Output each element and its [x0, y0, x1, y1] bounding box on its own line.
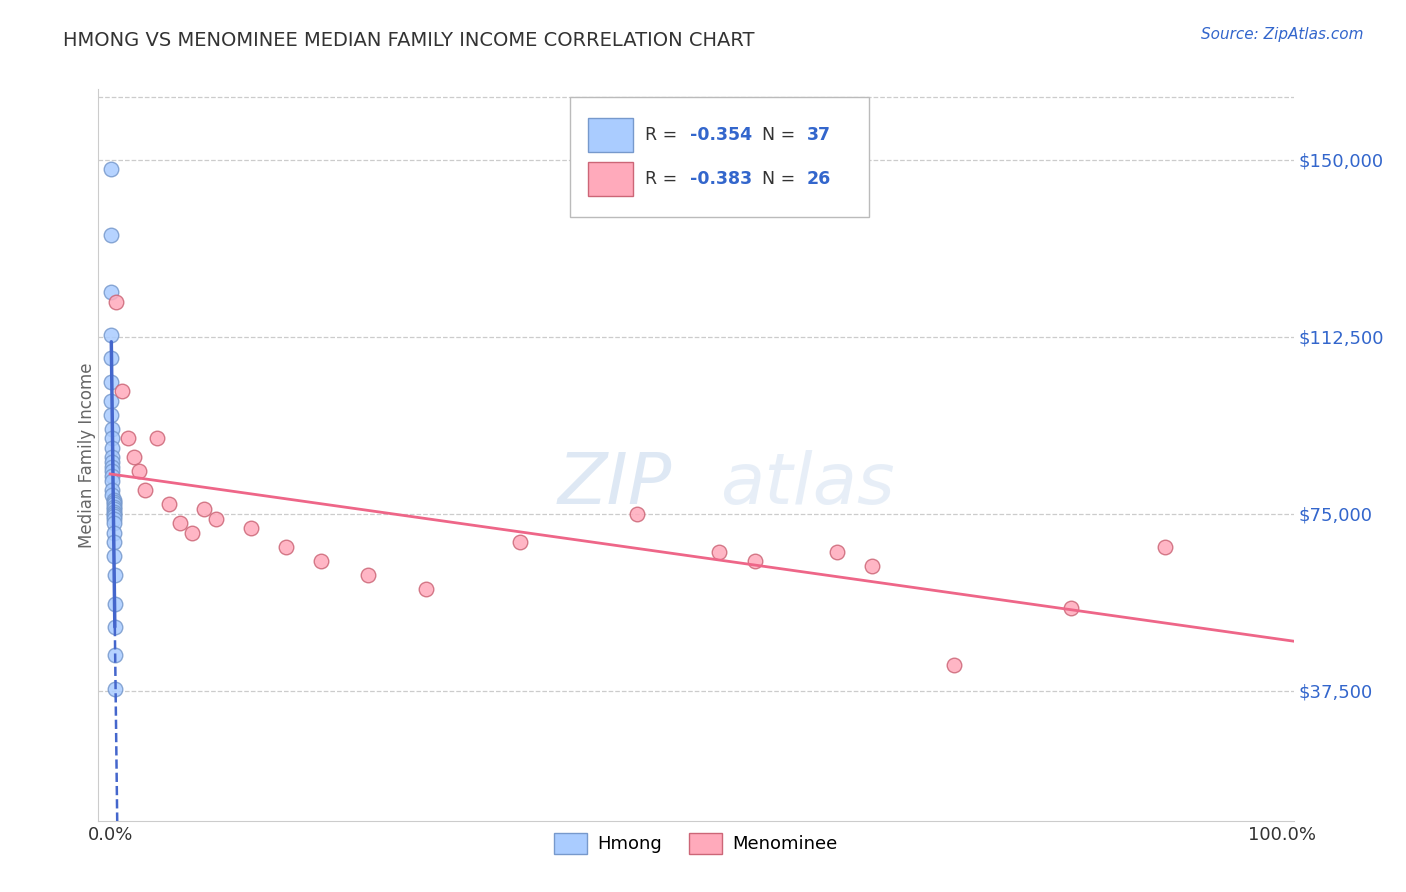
Text: 26: 26: [807, 170, 831, 188]
Point: [274, 540, 297, 554]
Point: [157, 498, 180, 512]
Point: [103, 516, 125, 531]
Point: [103, 500, 125, 514]
Point: [104, 568, 127, 582]
Point: [103, 495, 125, 509]
Point: [117, 431, 139, 445]
Point: [103, 509, 125, 524]
Point: [100, 162, 122, 177]
Text: ZIP: ZIP: [558, 450, 672, 518]
Point: [122, 450, 145, 465]
Point: [100, 285, 122, 299]
Point: [1153, 540, 1175, 554]
Point: [101, 474, 124, 488]
Legend: Hmong, Menominee: Hmong, Menominee: [546, 824, 846, 863]
Text: -0.383: -0.383: [690, 170, 752, 188]
Point: [103, 502, 125, 516]
Point: [181, 525, 204, 540]
Point: [101, 450, 124, 465]
Point: [146, 431, 169, 445]
Point: [825, 544, 848, 558]
FancyBboxPatch shape: [589, 119, 633, 153]
Point: [103, 525, 125, 540]
Y-axis label: Median Family Income: Median Family Income: [79, 362, 96, 548]
Point: [103, 504, 125, 518]
Point: [104, 597, 127, 611]
Text: R =: R =: [644, 127, 682, 145]
Point: [103, 549, 125, 564]
Text: N =: N =: [762, 127, 800, 145]
Point: [101, 422, 124, 436]
Point: [101, 469, 124, 483]
Point: [709, 544, 731, 558]
Point: [193, 502, 215, 516]
Point: [103, 511, 125, 525]
Point: [100, 375, 122, 389]
Point: [104, 681, 127, 696]
Point: [357, 568, 380, 582]
Text: 37: 37: [807, 127, 831, 145]
Point: [626, 507, 648, 521]
Point: [101, 483, 124, 498]
Point: [104, 648, 127, 663]
Point: [103, 492, 125, 507]
Point: [101, 431, 124, 445]
Point: [134, 483, 156, 498]
Point: [101, 459, 124, 474]
Point: [100, 393, 122, 408]
Point: [239, 521, 262, 535]
Point: [101, 455, 124, 469]
Text: R =: R =: [644, 170, 682, 188]
Point: [104, 620, 127, 634]
Text: Source: ZipAtlas.com: Source: ZipAtlas.com: [1201, 27, 1364, 42]
Point: [103, 535, 125, 549]
Point: [509, 535, 531, 549]
Point: [1060, 601, 1083, 615]
Point: [111, 384, 134, 399]
Point: [942, 657, 965, 672]
Point: [309, 554, 332, 568]
Text: N =: N =: [762, 170, 800, 188]
Point: [101, 441, 124, 455]
Point: [101, 465, 124, 479]
Point: [204, 511, 226, 525]
Point: [101, 488, 124, 502]
Text: atlas: atlas: [720, 450, 894, 518]
Point: [744, 554, 766, 568]
FancyBboxPatch shape: [589, 162, 633, 196]
Point: [100, 327, 122, 342]
Point: [105, 294, 128, 309]
Point: [128, 465, 150, 479]
Text: HMONG VS MENOMINEE MEDIAN FAMILY INCOME CORRELATION CHART: HMONG VS MENOMINEE MEDIAN FAMILY INCOME …: [63, 31, 755, 50]
Point: [100, 228, 122, 243]
Point: [169, 516, 191, 531]
Point: [103, 507, 125, 521]
Point: [860, 558, 883, 573]
Point: [100, 408, 122, 422]
FancyBboxPatch shape: [571, 96, 869, 218]
Point: [415, 582, 437, 597]
Text: -0.354: -0.354: [690, 127, 752, 145]
Point: [103, 498, 125, 512]
Point: [100, 351, 122, 366]
